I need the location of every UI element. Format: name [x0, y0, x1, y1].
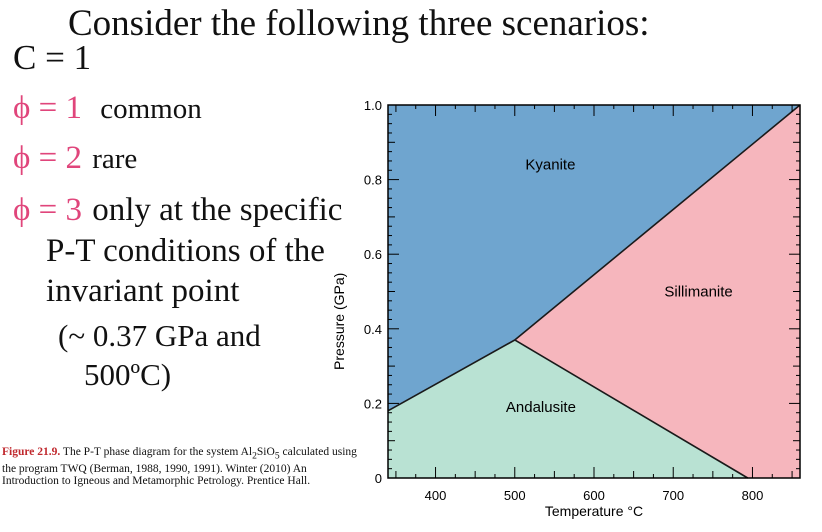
y-tick-label: 0.4: [364, 322, 382, 337]
figure-caption: Figure 21.9. The P-T phase diagram for t…: [2, 446, 358, 488]
phi-1-description: common: [100, 93, 202, 125]
x-tick-label: 400: [425, 488, 447, 503]
phi-3-description-line-3: invariant point: [46, 273, 240, 309]
phi-3-equation: ϕ = 3: [13, 192, 82, 228]
boundary-kyanite-andalusite: [387, 339, 516, 412]
axis-tick-labels: 400 500 600 700 800 0 0.2 0.4 0.6 0.8 1.0: [364, 98, 763, 503]
y-tick-label: 0.2: [364, 396, 382, 411]
phi-3-description-line-1: only at the specific: [92, 192, 343, 228]
phase-label-andalusite: Andalusite: [506, 399, 576, 416]
phase-label-kyanite: Kyanite: [525, 157, 575, 174]
y-axis-label: Pressure (GPa): [331, 273, 347, 370]
scenario-phi-1: ϕ = 1 common: [13, 90, 202, 127]
scenario-phi-2: ϕ = 2 rare: [13, 140, 137, 177]
phi-1-equation: ϕ = 1: [13, 90, 82, 126]
caption-subscript-b: 5: [274, 450, 280, 462]
y-tick-label: 0: [375, 471, 382, 486]
component-count: C = 1: [13, 38, 92, 77]
phase-region-kyanite: [388, 105, 800, 411]
x-axis-label: Temperature °C: [545, 503, 643, 519]
y-tick-label: 0.8: [364, 173, 382, 188]
y-tick-label: 1.0: [364, 98, 382, 113]
phase-boundaries: [387, 104, 801, 479]
boundary-andalusite-sillimanite: [514, 339, 749, 479]
phi-3-description-line-4: (~ 0.37 GPa and: [58, 318, 261, 353]
phase-region-andalusite: [388, 339, 748, 478]
phase-labels: Kyanite Sillimanite Andalusite: [506, 157, 733, 416]
phi-3-description-line-5: 500ºC): [84, 357, 172, 392]
phi-2-equation: ϕ = 2: [13, 140, 82, 176]
phi-2-description: rare: [92, 143, 138, 175]
phi-3-description-line-2: P-T conditions of the: [46, 233, 325, 269]
x-tick-label: 500: [504, 488, 526, 503]
boundary-kyanite-sillimanite: [514, 104, 801, 341]
y-tick-label: 0.6: [364, 247, 382, 262]
phase-regions: [388, 105, 800, 478]
phase-diagram: 400 500 600 700 800 0 0.2 0.4 0.6 0.8 1.0 Kyanite S…: [331, 98, 801, 519]
caption-text-a: The P-T phase diagram for the system Al: [62, 446, 253, 458]
x-tick-label: 700: [662, 488, 684, 503]
phase-label-sillimanite: Sillimanite: [664, 284, 732, 301]
caption-text-b: SiO: [256, 446, 275, 458]
axis-ticks: [388, 104, 800, 479]
slide-title: Consider the following three scenarios:: [68, 3, 650, 44]
x-tick-label: 800: [742, 488, 764, 503]
caption-subscript-a: 2: [252, 450, 257, 462]
x-tick-label: 600: [583, 488, 605, 503]
figure-label: Figure 21.9.: [2, 446, 61, 458]
phase-region-sillimanite: [514, 105, 800, 478]
scenario-phi-3: ϕ = 3 only at the specific: [13, 192, 342, 229]
caption-text-c: calculated using the program TWQ (Berman…: [2, 446, 357, 488]
